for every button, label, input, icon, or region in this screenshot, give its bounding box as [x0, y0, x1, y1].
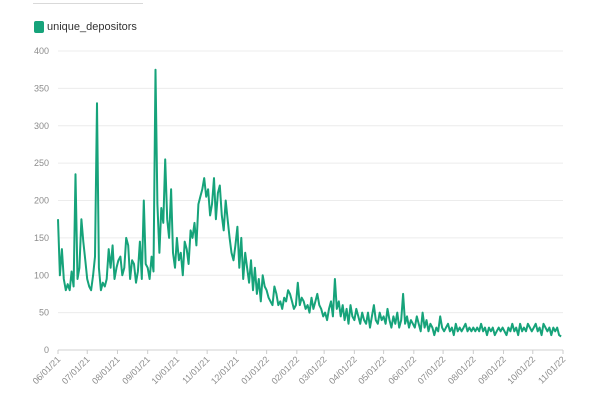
y-tick-label: 250 — [34, 158, 49, 168]
y-tick-label: 200 — [34, 196, 49, 206]
legend-swatch — [34, 21, 44, 33]
y-tick-label: 300 — [34, 121, 49, 131]
x-tick-label: 08/01/22 — [446, 354, 478, 386]
y-axis-ticks: 0 50 100 150 200 250 300 350 400 — [34, 46, 49, 355]
y-tick-label: 350 — [34, 83, 49, 93]
y-tick-label: 50 — [39, 308, 49, 318]
y-tick-label: 100 — [34, 270, 49, 280]
y-tick-label: 0 — [44, 345, 49, 355]
x-tick-label: 07/01/22 — [416, 354, 448, 386]
x-tick-label: 03/01/22 — [297, 354, 329, 386]
x-tick-label: 02/01/22 — [269, 354, 301, 386]
y-tick-label: 150 — [34, 233, 49, 243]
series-group — [57, 68, 562, 338]
x-tick-label: 09/01/22 — [476, 354, 508, 386]
x-tick-label: 09/01/21 — [120, 354, 152, 386]
x-tick-label: 06/01/22 — [386, 354, 418, 386]
top-divider — [33, 3, 143, 4]
x-tick-label: 01/01/22 — [239, 354, 271, 386]
x-axis-ticks: 06/01/2107/01/2108/01/2109/01/2110/01/21… — [31, 350, 567, 386]
x-tick-label: 11/01/21 — [180, 354, 211, 385]
x-tick-label: 12/01/21 — [209, 354, 241, 386]
x-tick-label: 07/01/21 — [60, 354, 92, 386]
x-tick-label: 10/01/22 — [505, 354, 537, 386]
x-tick-label: 04/01/22 — [327, 354, 359, 386]
legend[interactable]: unique_depositors — [34, 21, 137, 33]
y-tick-label: 400 — [34, 46, 49, 56]
x-tick-label: 08/01/21 — [90, 354, 122, 386]
series-line-unique_depositors[interactable] — [57, 68, 562, 338]
legend-label: unique_depositors — [47, 21, 137, 33]
x-tick-label: 06/01/21 — [31, 354, 63, 386]
x-tick-label: 11/01/22 — [536, 354, 567, 385]
x-tick-label: 10/01/21 — [149, 354, 181, 386]
x-tick-label: 05/01/22 — [356, 354, 388, 386]
